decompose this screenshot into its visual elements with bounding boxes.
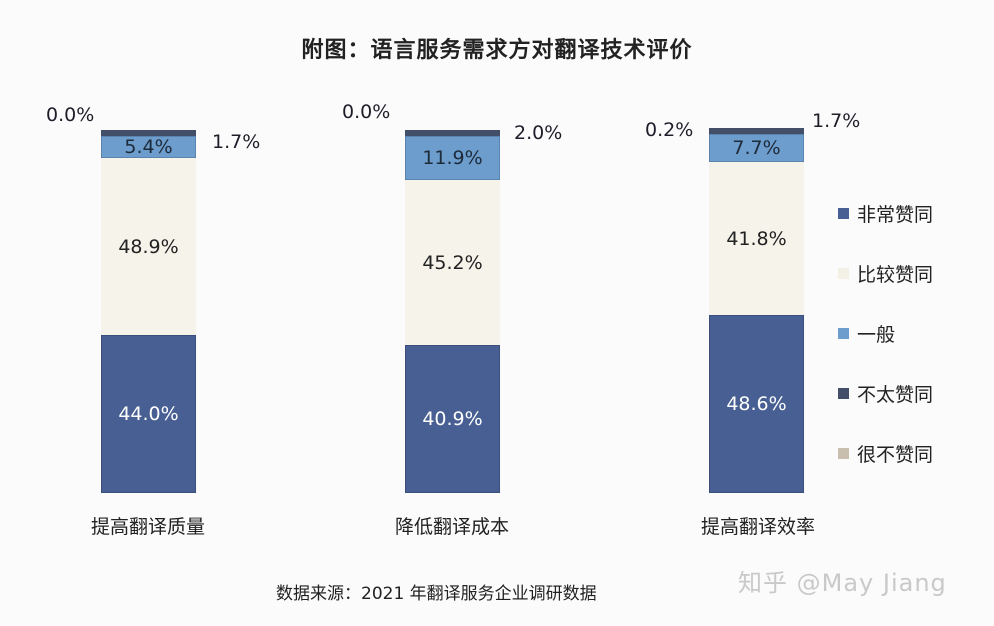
label-strongly-disagree: 0.0% xyxy=(342,101,391,123)
segment-somewhat-disagree xyxy=(101,130,196,136)
legend-swatch xyxy=(838,268,849,279)
segment-very-agree: 40.9% xyxy=(405,345,500,493)
legend-item-neutral: 一般 xyxy=(838,320,895,347)
legend-item-somewhat-disagree: 不太赞同 xyxy=(838,380,933,407)
legend-item-very-agree: 非常赞同 xyxy=(838,200,933,227)
legend-swatch xyxy=(838,448,849,459)
value-label: 7.7% xyxy=(732,137,781,159)
segment-somewhat-agree: 48.9% xyxy=(101,158,196,335)
segment-very-agree: 48.6% xyxy=(709,315,804,493)
value-label: 5.4% xyxy=(124,136,173,158)
label-strongly-disagree: 0.0% xyxy=(46,104,95,126)
legend-label: 非常赞同 xyxy=(857,204,934,226)
bar-quality: 5.4% 48.9% 44.0% xyxy=(101,130,196,493)
label-somewhat-disagree: 1.7% xyxy=(212,131,261,153)
legend-label: 一般 xyxy=(857,324,896,346)
value-label: 40.9% xyxy=(422,408,483,430)
category-label: 降低翻译成本 xyxy=(394,516,509,538)
chart-title: 附图：语言服务需求方对翻译技术评价 xyxy=(301,38,693,63)
data-source-note: 数据来源：2021 年翻译服务企业调研数据 xyxy=(276,584,597,604)
label-strongly-disagree: 0.2% xyxy=(645,119,694,141)
legend-swatch xyxy=(838,208,849,219)
label-somewhat-disagree: 2.0% xyxy=(514,122,563,144)
segment-somewhat-agree: 41.8% xyxy=(709,162,804,315)
category-label: 提高翻译质量 xyxy=(90,516,205,538)
segment-neutral: 7.7% xyxy=(709,134,804,162)
segment-neutral: 11.9% xyxy=(405,136,500,180)
value-label: 11.9% xyxy=(422,147,483,169)
value-label: 48.9% xyxy=(118,235,179,258)
legend-label: 很不赞同 xyxy=(857,444,934,466)
legend-item-somewhat-agree: 比较赞同 xyxy=(838,260,933,287)
segment-somewhat-disagree xyxy=(709,128,804,134)
segment-somewhat-disagree xyxy=(405,130,500,136)
value-label: 48.6% xyxy=(726,393,787,415)
segment-very-agree: 44.0% xyxy=(101,335,196,493)
segment-neutral: 5.4% xyxy=(101,136,196,158)
bar-cost: 11.9% 45.2% 40.9% xyxy=(405,130,500,493)
legend-label: 不太赞同 xyxy=(857,384,934,406)
watermark: 知乎 @May Jiang xyxy=(738,569,947,597)
bar-efficiency: 7.7% 41.8% 48.6% xyxy=(709,128,804,493)
segment-somewhat-agree: 45.2% xyxy=(405,180,500,345)
legend-item-strongly-disagree: 很不赞同 xyxy=(838,440,933,467)
category-label: 提高翻译效率 xyxy=(700,516,815,538)
label-somewhat-disagree: 1.7% xyxy=(812,110,861,132)
value-label: 45.2% xyxy=(422,251,483,274)
legend-swatch xyxy=(838,328,849,339)
value-label: 44.0% xyxy=(118,403,179,425)
legend-swatch xyxy=(838,388,849,399)
value-label: 41.8% xyxy=(726,227,787,250)
legend-label: 比较赞同 xyxy=(857,264,934,286)
